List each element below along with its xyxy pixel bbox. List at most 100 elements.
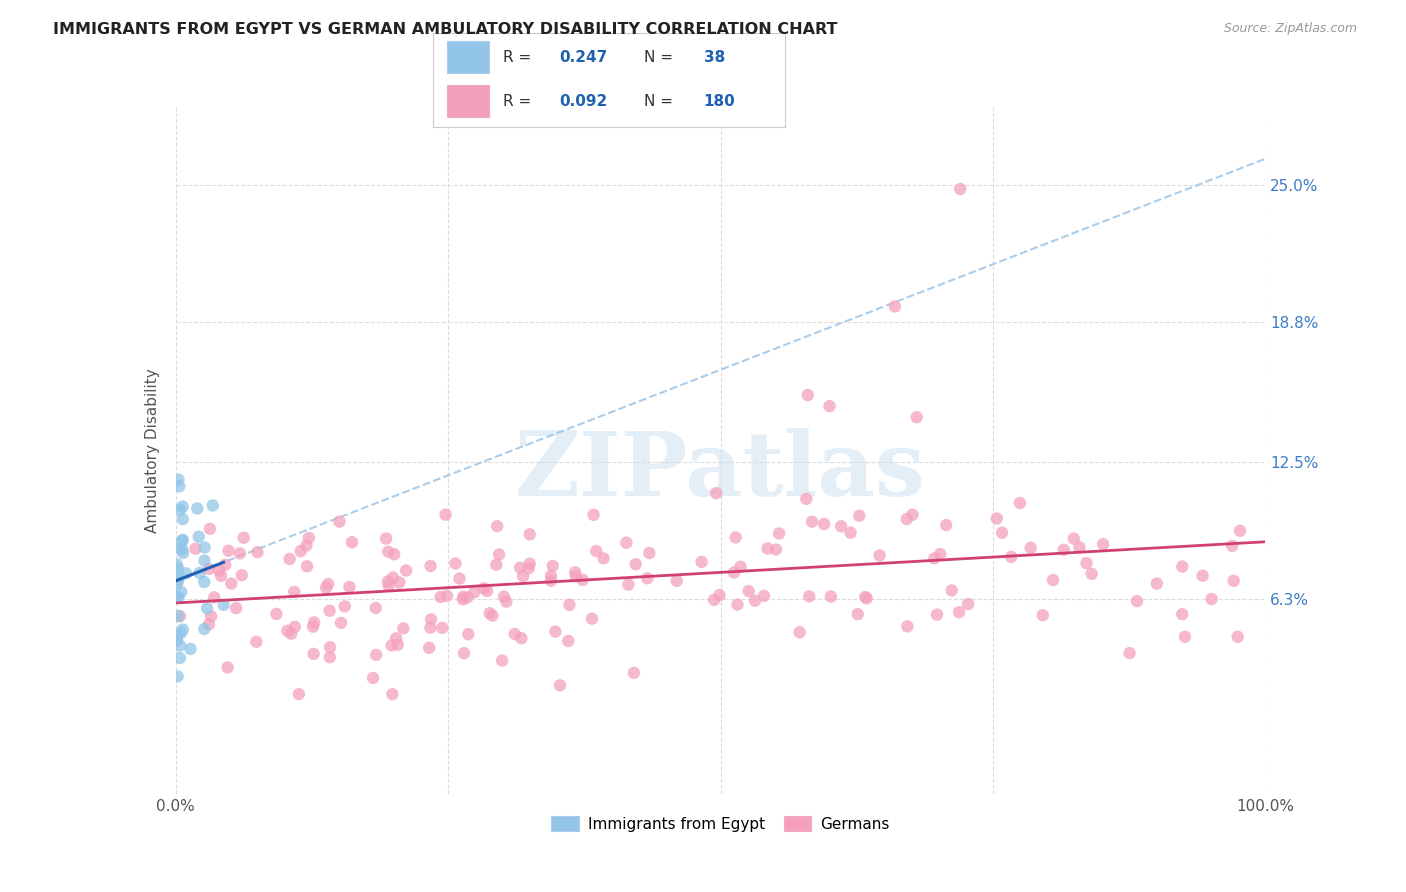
- Point: [796, 388, 818, 402]
- Point: [419, 558, 441, 573]
- Point: [830, 519, 852, 533]
- Point: [1019, 541, 1042, 555]
- Point: [491, 654, 513, 668]
- Point: [565, 569, 588, 583]
- Point: [957, 597, 980, 611]
- Point: [193, 574, 215, 589]
- Point: [1092, 537, 1115, 551]
- Point: [198, 617, 221, 632]
- Point: [186, 501, 208, 516]
- Point: [172, 623, 194, 637]
- Point: [167, 473, 190, 487]
- Point: [364, 601, 387, 615]
- Point: [340, 535, 363, 549]
- Point: [1146, 576, 1168, 591]
- Point: [869, 549, 891, 563]
- Point: [1171, 559, 1194, 574]
- Point: [941, 583, 963, 598]
- Point: [381, 639, 404, 653]
- Point: [167, 569, 190, 583]
- Point: [503, 627, 526, 641]
- Point: [444, 557, 467, 571]
- Point: [318, 604, 340, 618]
- Point: [319, 640, 342, 655]
- Point: [188, 566, 211, 580]
- Point: [166, 633, 188, 648]
- Point: [434, 508, 457, 522]
- Point: [1069, 540, 1091, 554]
- Point: [929, 547, 952, 561]
- Point: [298, 531, 321, 545]
- Point: [839, 525, 862, 540]
- Point: [1076, 556, 1098, 570]
- Point: [765, 542, 787, 557]
- Point: [333, 599, 356, 614]
- Point: [172, 533, 194, 547]
- Point: [855, 591, 877, 606]
- Point: [172, 512, 194, 526]
- Text: N =: N =: [644, 50, 678, 65]
- Point: [209, 569, 232, 583]
- Point: [193, 554, 215, 568]
- Point: [170, 625, 193, 640]
- Point: [375, 532, 398, 546]
- Point: [481, 608, 503, 623]
- Point: [617, 577, 640, 591]
- Point: [896, 512, 918, 526]
- Point: [295, 539, 318, 553]
- Point: [820, 590, 842, 604]
- Point: [512, 569, 534, 583]
- Point: [290, 544, 312, 558]
- Text: IMMIGRANTS FROM EGYPT VS GERMAN AMBULATORY DISABILITY CORRELATION CHART: IMMIGRANTS FROM EGYPT VS GERMAN AMBULATO…: [53, 22, 838, 37]
- Point: [801, 515, 824, 529]
- Point: [172, 542, 194, 557]
- Point: [510, 631, 533, 645]
- Point: [723, 566, 745, 580]
- Point: [924, 551, 946, 566]
- Point: [704, 486, 727, 500]
- Bar: [447, 86, 489, 118]
- Point: [665, 574, 688, 588]
- Point: [288, 687, 311, 701]
- Point: [1032, 608, 1054, 623]
- Point: [1201, 592, 1223, 607]
- Point: [361, 671, 384, 685]
- Point: [517, 561, 540, 575]
- Point: [392, 621, 415, 635]
- Point: [519, 557, 541, 571]
- Point: [949, 182, 972, 196]
- Point: [208, 564, 231, 578]
- Point: [229, 546, 252, 560]
- Point: [558, 598, 581, 612]
- Point: [174, 566, 197, 581]
- Point: [853, 590, 876, 604]
- Text: 180: 180: [704, 94, 735, 109]
- Point: [167, 573, 190, 587]
- Point: [283, 585, 305, 599]
- Point: [170, 533, 193, 548]
- Text: 0.092: 0.092: [560, 94, 607, 109]
- Point: [485, 558, 508, 572]
- Point: [339, 580, 361, 594]
- Point: [284, 620, 307, 634]
- Point: [395, 564, 418, 578]
- Point: [1008, 496, 1031, 510]
- Point: [315, 581, 337, 595]
- Point: [381, 571, 404, 585]
- Point: [486, 519, 509, 533]
- Point: [564, 566, 586, 580]
- Point: [278, 552, 301, 566]
- Point: [541, 558, 564, 573]
- Point: [167, 590, 190, 604]
- Point: [319, 650, 342, 665]
- Point: [1174, 630, 1197, 644]
- Point: [1191, 568, 1213, 582]
- Point: [818, 399, 841, 413]
- Point: [302, 647, 325, 661]
- Point: [638, 546, 661, 560]
- Point: [419, 621, 441, 635]
- Point: [429, 590, 451, 604]
- Point: [905, 410, 928, 425]
- Point: [166, 558, 188, 572]
- Point: [169, 479, 191, 493]
